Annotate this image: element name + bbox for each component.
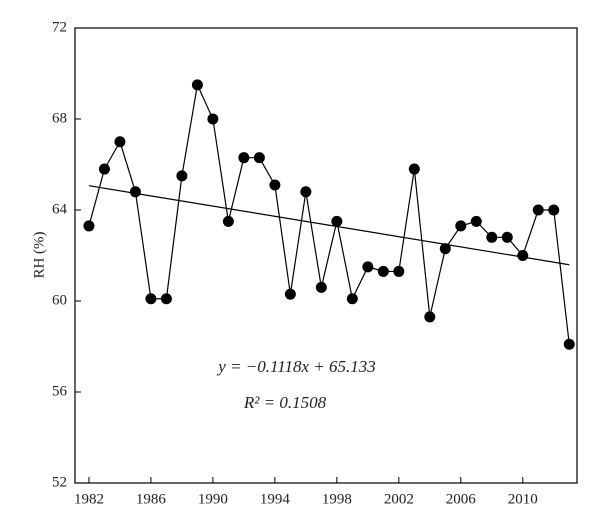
plot-frame	[74, 27, 578, 484]
data-point	[284, 288, 296, 300]
data-point	[238, 152, 250, 164]
data-point	[455, 220, 467, 232]
r-squared: R² = 0.1508	[243, 393, 327, 412]
data-point	[145, 293, 157, 305]
y-tick-label: 60	[52, 292, 67, 308]
data-point	[486, 231, 498, 243]
x-tick-label: 1994	[260, 491, 291, 507]
x-tick-label: 1990	[198, 491, 228, 507]
data-point	[253, 152, 265, 164]
data-point	[408, 163, 420, 175]
data-point	[207, 113, 219, 125]
data-point	[222, 215, 234, 227]
data-point	[331, 215, 343, 227]
trend-line	[88, 185, 570, 266]
y-tick-label: 64	[52, 201, 68, 217]
data-point	[362, 261, 374, 273]
data-point	[517, 250, 529, 261]
data-point	[439, 243, 451, 255]
data-point	[269, 179, 281, 191]
data-point	[83, 220, 95, 232]
data-point	[315, 281, 327, 293]
y-tick-label: 52	[52, 474, 67, 490]
data-point	[563, 338, 575, 350]
y-axis-label: RH (%)	[31, 231, 47, 278]
data-point	[114, 136, 126, 148]
x-tick-label: 2010	[508, 491, 538, 507]
data-point	[393, 265, 405, 277]
data-point	[160, 293, 172, 305]
x-tick-label: 2002	[384, 491, 414, 507]
equation: y = −0.1118x + 65.133	[216, 357, 375, 376]
y-tick-label: 68	[52, 110, 67, 126]
data-point	[470, 215, 482, 227]
data-point	[501, 231, 513, 243]
data-point	[377, 265, 389, 277]
data-point	[346, 293, 358, 305]
data-point	[191, 79, 203, 91]
x-tick-label: 2006	[446, 491, 477, 507]
y-tick-label: 56	[52, 383, 68, 399]
x-tick-label: 1982	[74, 491, 104, 507]
data-point	[129, 186, 141, 198]
x-tick-label: 1986	[136, 491, 167, 507]
data-point	[176, 170, 188, 182]
data-point	[548, 204, 560, 216]
y-tick-label: 72	[52, 19, 67, 35]
x-tick-label: 1998	[322, 491, 352, 507]
data-point	[532, 204, 544, 216]
data-point	[98, 163, 110, 175]
data-line	[88, 82, 570, 345]
data-point	[424, 311, 436, 323]
data-point	[300, 186, 312, 198]
